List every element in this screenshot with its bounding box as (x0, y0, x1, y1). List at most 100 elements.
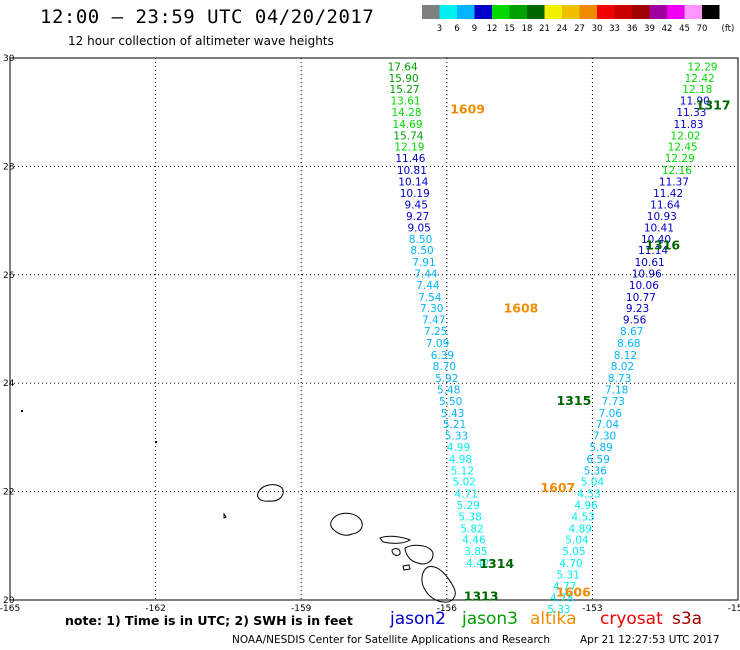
island-oahu (330, 512, 363, 536)
timestamp-text: Apr 21 12:27:53 UTC 2017 (580, 634, 720, 646)
wave-height-value: 5.82 (460, 523, 483, 535)
wave-height-value: 5.89 (589, 442, 612, 454)
wave-height-value: 5.48 (437, 384, 460, 396)
scale-label: 15 (504, 24, 515, 34)
wave-height-value: 5.04 (565, 535, 589, 547)
wave-height-value: 5.92 (435, 373, 458, 385)
island-molokai (379, 535, 412, 544)
wave-height-value: 3.85 (464, 546, 487, 558)
units-note: note: 1) Time is in UTC; 2) SWH is in fe… (65, 613, 353, 628)
west-track-values: 17.6415.9015.2713.6114.2814.6915.7412.19… (388, 61, 490, 569)
wave-height-value: 8.73 (608, 373, 631, 385)
wave-height-value: 7.06 (599, 408, 623, 420)
hawaiian-islands (223, 484, 456, 603)
scale-label: 21 (539, 24, 550, 34)
wave-height-value: 10.40 (641, 234, 671, 246)
wave-height-value: 5.38 (458, 511, 481, 523)
wave-height-value: 5.31 (556, 569, 579, 581)
satellite-altika: altika (530, 609, 577, 629)
wave-height-value: 9.45 (405, 200, 428, 212)
wave-height-value: 8.70 (433, 361, 456, 373)
wave-height-value: 15.27 (390, 84, 420, 96)
wave-height-value: 14.28 (391, 107, 421, 119)
wave-height-value: 14.69 (392, 119, 422, 131)
wave-height-value: 7.09 (426, 338, 449, 350)
satellite-s3a: s3a (672, 609, 703, 629)
lon-tick-label: -159 (291, 604, 312, 614)
lon-tick-label: -150 (728, 604, 740, 614)
wave-height-value: 5.05 (562, 546, 585, 558)
scale-swatch (439, 5, 457, 19)
scale-swatch (527, 5, 545, 19)
wave-height-value: 4.89 (569, 523, 592, 535)
scale-swatch (632, 5, 650, 19)
wave-height-value: 13.61 (391, 96, 421, 108)
lat-tick-label: 24 (3, 379, 15, 389)
island-niihau (223, 512, 227, 519)
pass-time-label: 1608 (504, 301, 539, 316)
wave-height-value: 7.47 (422, 315, 445, 327)
scale-label: 33 (609, 24, 620, 34)
lon-tick-label: -156 (437, 604, 458, 614)
wave-height-value: 5.12 (451, 465, 474, 477)
wave-height-value: 11.83 (673, 119, 703, 131)
satellite-cryosat: cryosat (600, 609, 663, 629)
wave-height-value: 5.43 (441, 408, 464, 420)
wave-height-value: 11.42 (653, 188, 683, 200)
wave-height-value: 6.59 (587, 454, 610, 466)
wave-height-value: 15.90 (389, 73, 419, 85)
scale-swatch (562, 5, 580, 19)
island-hawaii (421, 566, 456, 603)
wave-height-value: 10.06 (629, 280, 659, 292)
wave-height-value: 7.25 (424, 326, 447, 338)
wave-height-value: 7.73 (602, 396, 625, 408)
pass-time-label: 1606 (556, 585, 591, 600)
wave-height-value: 5.21 (443, 419, 466, 431)
scale-label: 39 (644, 24, 655, 34)
wave-height-value: 12.16 (662, 165, 692, 177)
scale-label: 9 (472, 24, 477, 34)
wave-height-value: 8.67 (620, 326, 643, 338)
wave-height-value: 8.68 (617, 338, 640, 350)
scale-label: 24 (557, 24, 568, 34)
scale-label: 12 (487, 24, 498, 34)
wave-height-value: 7.44 (414, 269, 438, 281)
wave-height-value: 12.19 (394, 142, 424, 154)
wave-height-value: 7.30 (593, 431, 616, 443)
wave-height-value: 10.96 (632, 269, 662, 281)
wave-height-value: 4.98 (449, 454, 472, 466)
scale-label: 27 (574, 24, 585, 34)
wave-height-value: 12.02 (671, 130, 701, 142)
island-kahoolawe (402, 564, 411, 571)
wave-height-value: 8.50 (410, 245, 433, 257)
wave-height-value: 8.12 (614, 350, 637, 362)
wave-height-value: 12.45 (668, 142, 698, 154)
scale-label: 45 (679, 24, 690, 34)
scale-swatch (667, 5, 685, 19)
scale-swatch (702, 5, 720, 19)
scale-label: 70 (697, 24, 708, 34)
pass-labels: 1609 1608 1607 1606 1317 1316 1315 1314 1313 (450, 97, 730, 603)
wave-height-value: 4.71 (455, 489, 478, 501)
island-kauai (257, 484, 284, 502)
wave-height-value: 10.93 (647, 211, 677, 223)
wave-height-value: 11.64 (650, 200, 680, 212)
wave-height-value: 5.50 (439, 396, 462, 408)
color-scale-legend: 3 6 9 12 15 18 21 24 27 30 33 36 39 42 45 70 (ft) (422, 5, 734, 34)
wave-height-value: 10.77 (626, 292, 656, 304)
wave-height-value: 4.99 (447, 442, 470, 454)
lat-tick-label: 20 (3, 596, 15, 606)
wave-height-value: 7.18 (605, 384, 628, 396)
wave-height-value: 10.14 (398, 176, 428, 188)
scale-swatch (474, 5, 492, 19)
wave-height-value: 5.04 (581, 477, 605, 489)
chart-subtitle: 12 hour collection of altimeter wave hei… (68, 34, 334, 48)
wave-height-value: 4.96 (574, 500, 598, 512)
scale-swatch (579, 5, 597, 19)
satellite-jason2: jason2 (390, 609, 446, 629)
wave-height-value: 4.53 (577, 489, 600, 501)
scale-label: 30 (592, 24, 603, 34)
lat-tick-label: 26 (3, 271, 15, 281)
island-lanai (391, 548, 401, 556)
